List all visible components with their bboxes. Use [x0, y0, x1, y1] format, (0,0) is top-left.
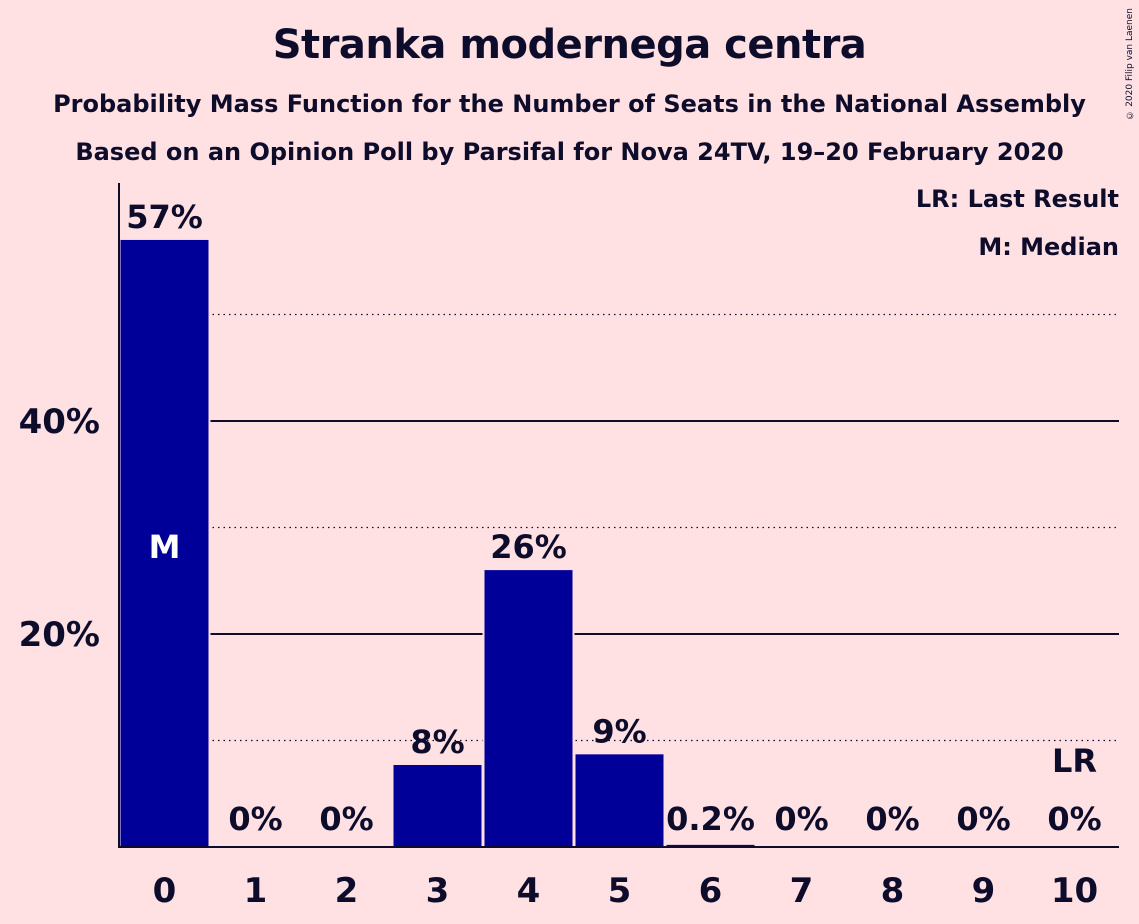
bar: [575, 754, 664, 847]
data-label: 0%: [774, 800, 828, 838]
x-tick-label: 0: [153, 871, 177, 911]
x-tick-label: 3: [426, 871, 450, 911]
x-tick-label: 5: [608, 871, 632, 911]
last-result-marker: LR: [1052, 742, 1097, 780]
chart-subtitle-source: Based on an Opinion Poll by Parsifal for…: [75, 138, 1064, 166]
median-marker: M: [149, 528, 181, 566]
x-tick-label: 10: [1051, 871, 1098, 911]
chart-title: Stranka modernega centra: [272, 22, 867, 68]
data-label: 0%: [1047, 800, 1101, 838]
data-label: 0%: [865, 800, 919, 838]
x-tick-label: 8: [881, 871, 905, 911]
data-label: 0.2%: [666, 800, 755, 838]
chart-subtitle: Probability Mass Function for the Number…: [53, 90, 1086, 118]
x-tick-label: 6: [699, 871, 723, 911]
data-label: 26%: [490, 528, 567, 566]
x-tick-label: 4: [517, 871, 541, 911]
data-label: 57%: [126, 198, 203, 236]
y-tick-label: 20%: [19, 615, 100, 655]
data-label: 0%: [956, 800, 1010, 838]
bar: [484, 570, 573, 847]
data-label: 9%: [592, 712, 646, 750]
bar: [393, 764, 482, 847]
bar: [666, 844, 755, 847]
data-label: 8%: [410, 723, 464, 761]
y-tick-label: 40%: [19, 402, 100, 442]
x-tick-label: 1: [244, 871, 268, 911]
legend-median: M: Median: [978, 233, 1119, 261]
legend-last-result: LR: Last Result: [915, 185, 1119, 213]
data-label: 0%: [228, 800, 282, 838]
x-tick-label: 7: [790, 871, 814, 911]
x-tick-label: 9: [972, 871, 996, 911]
data-label: 0%: [319, 800, 373, 838]
x-tick-label: 2: [335, 871, 359, 911]
bar: [120, 239, 209, 847]
